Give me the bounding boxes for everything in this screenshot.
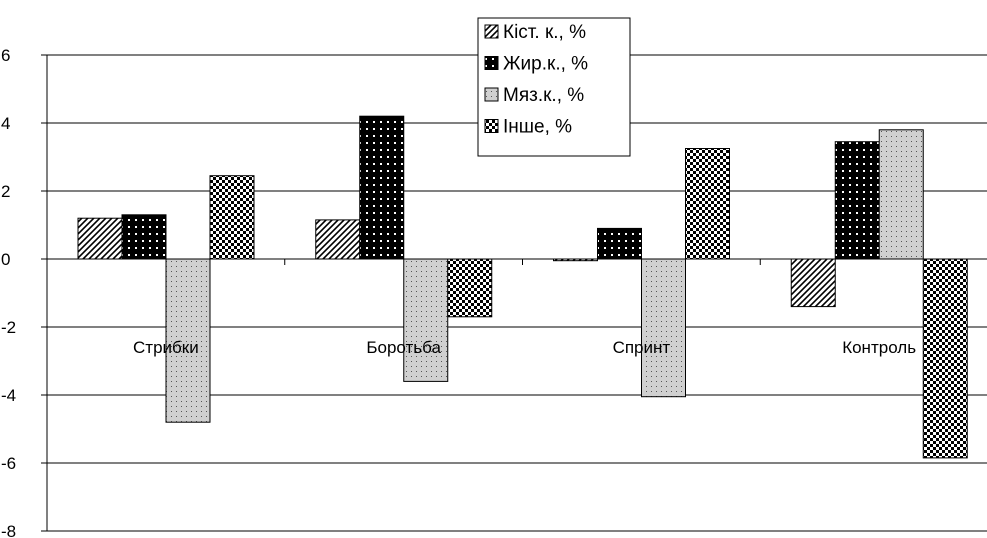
y-tick-label: -2	[1, 318, 16, 337]
bar-3	[878, 129, 924, 260]
legend: Кіст. к., % Жир.к., % Мяз.к., % Інше, %	[477, 17, 631, 157]
legend-swatch	[484, 87, 499, 102]
legend-swatch	[484, 24, 499, 39]
y-tick-label: 2	[1, 182, 10, 201]
bar-1	[790, 258, 836, 308]
bars	[77, 115, 968, 459]
bar-2	[834, 141, 880, 260]
category-label: Спринт	[613, 338, 671, 357]
legend-label: Жир.к., %	[503, 54, 588, 75]
category-label: Контроль	[842, 338, 916, 357]
legend-swatch	[484, 119, 499, 133]
y-tick-label: -8	[1, 522, 16, 538]
bar-2	[597, 227, 642, 260]
bar-2	[359, 115, 405, 260]
bar-4	[209, 175, 255, 260]
y-tick-label: 6	[1, 46, 10, 65]
y-tick-label: 4	[1, 114, 10, 133]
legend-label: Інше, %	[503, 117, 572, 138]
legend-box	[477, 17, 631, 157]
bar-1	[315, 219, 361, 260]
bar-4	[922, 258, 968, 459]
bar-3	[165, 258, 211, 423]
bar-4	[447, 258, 493, 318]
category-label: Стрибки	[133, 338, 199, 357]
bar-3	[403, 258, 449, 382]
legend-swatch	[484, 56, 499, 70]
bar-2	[121, 214, 167, 260]
bar-1	[77, 217, 123, 260]
y-tick-label: -4	[1, 386, 16, 405]
legend-label: Кіст. к., %	[503, 22, 586, 43]
y-tick-label: 0	[1, 250, 10, 269]
bar-3	[641, 258, 686, 398]
category-label: Боротьба	[366, 338, 441, 357]
bar-1	[553, 258, 598, 262]
labels: 6 4 2 0 -2 -4 -6 -8 Стрибки Боротьба Спринт Контрол…	[1, 46, 916, 538]
y-tick-label: -6	[1, 454, 16, 473]
bar-4	[685, 148, 730, 260]
legend-label: Мяз.к., %	[503, 85, 584, 106]
